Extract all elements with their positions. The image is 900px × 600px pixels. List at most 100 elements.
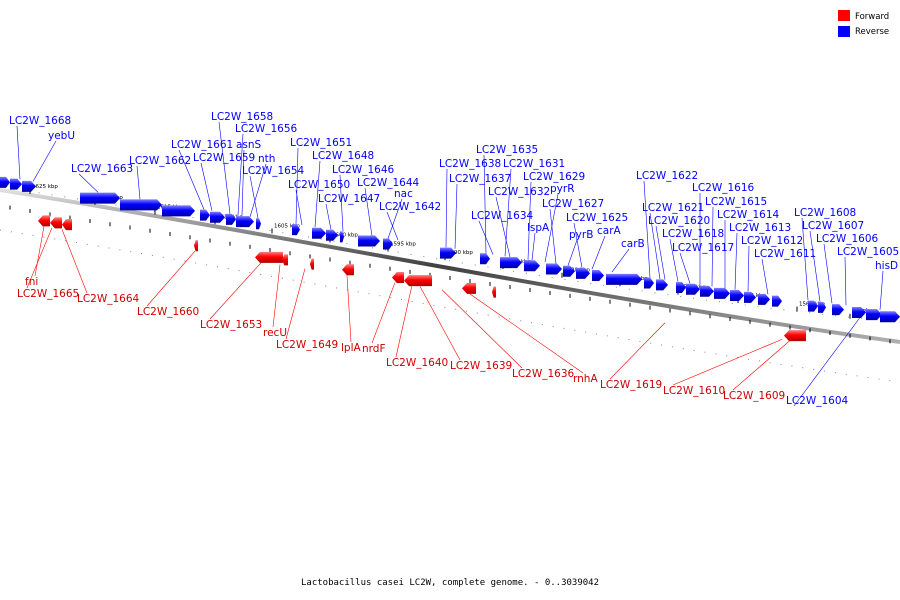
- reverse-leader-line: [178, 149, 205, 210]
- reverse-gene-arrow: [563, 265, 575, 277]
- reverse-leader-line: [531, 232, 536, 261]
- reverse-gene-arrow: [120, 199, 162, 211]
- forward-leader-line: [419, 286, 461, 361]
- gene-label-reverse: lspA: [527, 222, 550, 234]
- reverse-gene-arrow: [292, 224, 300, 236]
- gene-label-reverse: LC2W_1647: [318, 193, 380, 205]
- gene-label-forward: LC2W_1653: [200, 319, 262, 331]
- forward-gene-arrow: [784, 330, 806, 342]
- reverse-gene-arrow: [852, 307, 866, 319]
- reverse-leader-line: [32, 140, 57, 182]
- gene-label-forward: LC2W_1609: [723, 390, 785, 402]
- legend-forward-label: Forward: [855, 12, 889, 22]
- gene-label-reverse: carA: [597, 225, 622, 237]
- reverse-leader-line: [249, 163, 267, 217]
- label-leader-lines: [16, 121, 884, 407]
- reverse-leader-line: [573, 222, 583, 268]
- forward-leader-line: [34, 226, 45, 277]
- reverse-leader-line: [801, 217, 809, 301]
- reverse-gene-arrow: [312, 227, 326, 239]
- gene-label-reverse: LC2W_1644: [357, 177, 420, 189]
- scale-tick-label: 1590 kbp: [447, 250, 473, 256]
- gene-label-forward: LC2W_1636: [512, 368, 575, 380]
- reverse-leader-line: [591, 235, 606, 270]
- reverse-gene-arrow: [818, 301, 826, 313]
- gene-label-forward: recU: [263, 327, 287, 339]
- reverse-gene-arrow: [758, 293, 770, 305]
- forward-leader-line: [441, 289, 523, 369]
- forward-gene-arrow: [255, 251, 283, 263]
- gene-label-forward: rnhA: [573, 373, 598, 385]
- legend: Forward Reverse: [838, 10, 889, 37]
- reverse-leader-line: [386, 211, 399, 241]
- gene-label-reverse: LC2W_1637: [449, 173, 511, 185]
- gene-label-forward: fni: [25, 276, 38, 288]
- forward-leader-line: [146, 250, 196, 307]
- reverse-leader-line: [711, 206, 714, 287]
- reverse-leader-line: [249, 175, 259, 219]
- gene-label-reverse: pyrR: [550, 183, 575, 195]
- forward-gene-arrow: [492, 286, 496, 298]
- gene-label-reverse: LC2W_1651: [290, 137, 352, 149]
- forward-leader-line: [469, 293, 584, 374]
- gene-label-reverse: LC2W_1625: [566, 212, 628, 224]
- gene-label-reverse: yebU: [48, 130, 75, 142]
- forward-gene-arrow: [342, 264, 354, 276]
- reverse-leader-line: [295, 147, 299, 225]
- reverse-leader-line: [218, 121, 231, 214]
- reverse-gene-arrow: [592, 270, 604, 282]
- reverse-gene-arrow: [162, 205, 195, 217]
- gene-label-forward: lplA: [341, 342, 361, 354]
- forward-leader-line: [346, 275, 352, 343]
- gene-label-reverse: LC2W_1608: [794, 207, 856, 219]
- gene-label-forward: LC2W_1665: [17, 288, 79, 300]
- gene-label-reverse: asnS: [236, 139, 262, 151]
- gene-label-forward: LC2W_1610: [663, 385, 725, 397]
- scale-tick-label: 1625 kbp: [32, 184, 58, 190]
- gene-label-reverse: LC2W_1635: [476, 144, 538, 156]
- gene-label-forward: LC2W_1640: [386, 357, 448, 369]
- reverse-leader-line: [567, 239, 578, 266]
- gene-label-reverse: LC2W_1613: [729, 222, 791, 234]
- forward-leader-line: [272, 264, 281, 328]
- gene-label-reverse: LC2W_1661: [171, 139, 233, 151]
- gene-label-reverse: LC2W_1659: [193, 152, 255, 164]
- gene-label-reverse: LC2W_1607: [802, 220, 864, 232]
- gene-label-reverse: LC2W_1658: [211, 111, 273, 123]
- legend-reverse-label: Reverse: [855, 27, 889, 37]
- gene-label-reverse: LC2W_1650: [288, 179, 350, 191]
- reverse-leader-line: [823, 243, 833, 304]
- reverse-leader-line: [793, 307, 868, 407]
- gene-label-forward: LC2W_1649: [276, 339, 338, 351]
- gene-label-forward: LC2W_1639: [450, 360, 512, 372]
- gene-label-forward: LC2W_1660: [137, 306, 199, 318]
- forward-leader-line: [609, 322, 666, 380]
- legend-forward-swatch: [838, 10, 850, 21]
- gene-label-reverse: LC2W_1638: [439, 158, 501, 170]
- reverse-leader-line: [655, 225, 666, 280]
- forward-gene-arrow: [194, 240, 198, 252]
- gene-label-reverse: LC2W_1662: [129, 155, 191, 167]
- reverse-leader-line: [339, 174, 344, 232]
- gene-label-reverse: LC2W_1663: [71, 163, 133, 175]
- map-caption: Lactobacillus casei LC2W, complete genom…: [300, 578, 599, 588]
- reverse-leader-line: [649, 212, 661, 280]
- reverse-leader-line: [478, 220, 494, 255]
- reverse-leader-line: [643, 180, 651, 278]
- reverse-leader-line: [761, 258, 769, 295]
- forward-gene-arrow: [50, 217, 62, 229]
- scale-tick-label: 1600 kbp: [332, 232, 358, 238]
- gene-label-reverse: LC2W_1629: [523, 171, 585, 183]
- reverse-leader-line: [844, 256, 847, 306]
- gene-label-reverse: LC2W_1621: [642, 202, 704, 214]
- reverse-gene-arrow: [383, 238, 393, 250]
- reverse-leader-line: [544, 193, 559, 263]
- reverse-gene-arrow: [226, 213, 236, 225]
- gene-label-reverse: nac: [394, 188, 413, 200]
- reverse-leader-line: [241, 149, 245, 216]
- gene-label-reverse: LC2W_1668: [9, 115, 71, 127]
- reverse-leader-line: [549, 208, 557, 264]
- reverse-gene-arrow: [772, 295, 782, 307]
- reverse-leader-line: [364, 187, 373, 237]
